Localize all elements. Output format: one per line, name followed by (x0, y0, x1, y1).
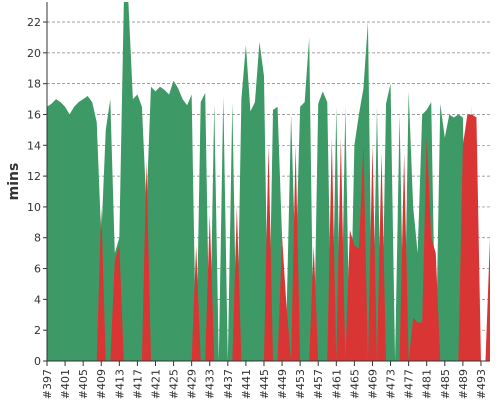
x-tick-label: #437 (222, 369, 235, 399)
area-series-green (47, 2, 472, 361)
x-tick-label: #433 (204, 369, 217, 399)
x-tick-label: #449 (276, 369, 289, 399)
y-tick-label: 0 (34, 355, 41, 368)
x-tick-label: #477 (403, 369, 416, 399)
x-tick-label: #457 (312, 369, 325, 399)
y-tick-label: 14 (27, 139, 41, 152)
x-tick-label: #493 (475, 369, 488, 399)
x-tick-label: #413 (113, 369, 126, 399)
y-tick-label: 8 (34, 232, 41, 245)
x-tick-label: #485 (439, 369, 452, 399)
x-tick-label: #425 (168, 369, 181, 399)
y-tick-labels: 0 2 4 6 8 10 12 14 16 18 20 22 (27, 16, 41, 368)
area-series-red (47, 114, 490, 361)
y-tick-label: 6 (34, 263, 41, 276)
y-tick-label: 4 (34, 293, 41, 306)
x-tick-label: #489 (457, 369, 470, 399)
x-tick-label: #453 (294, 369, 307, 399)
y-tick-label: 12 (27, 170, 41, 183)
series-layer (47, 2, 490, 361)
x-tick-label: #405 (77, 369, 90, 399)
x-tick-label: #473 (385, 369, 398, 399)
x-tick-label: #465 (348, 369, 361, 399)
x-tick-label: #461 (330, 369, 343, 399)
y-tick-label: 20 (27, 47, 41, 60)
y-axis-title: mins (6, 163, 22, 201)
axes (43, 2, 490, 366)
x-tick-label: #429 (186, 369, 199, 399)
x-tick-labels: #397 #401 #405 #409 #413 #417 #421 #425 #429 #433… (41, 369, 488, 399)
x-tick-label: #401 (59, 369, 72, 399)
x-tick-label: #421 (149, 369, 162, 399)
y-tick-label: 22 (27, 16, 41, 29)
x-tick-label: #445 (258, 369, 271, 399)
x-tick-label: #417 (131, 369, 144, 399)
y-tick-label: 18 (27, 78, 41, 91)
y-tick-label: 2 (34, 324, 41, 337)
x-tick-label: #469 (366, 369, 379, 399)
y-tick-label: 16 (27, 108, 41, 121)
x-tick-label: #441 (240, 369, 253, 399)
x-tick-label: #409 (95, 369, 108, 399)
x-tick-label: #397 (41, 369, 54, 399)
x-tick-label: #481 (421, 369, 434, 399)
y-tick-label: 10 (27, 201, 41, 214)
